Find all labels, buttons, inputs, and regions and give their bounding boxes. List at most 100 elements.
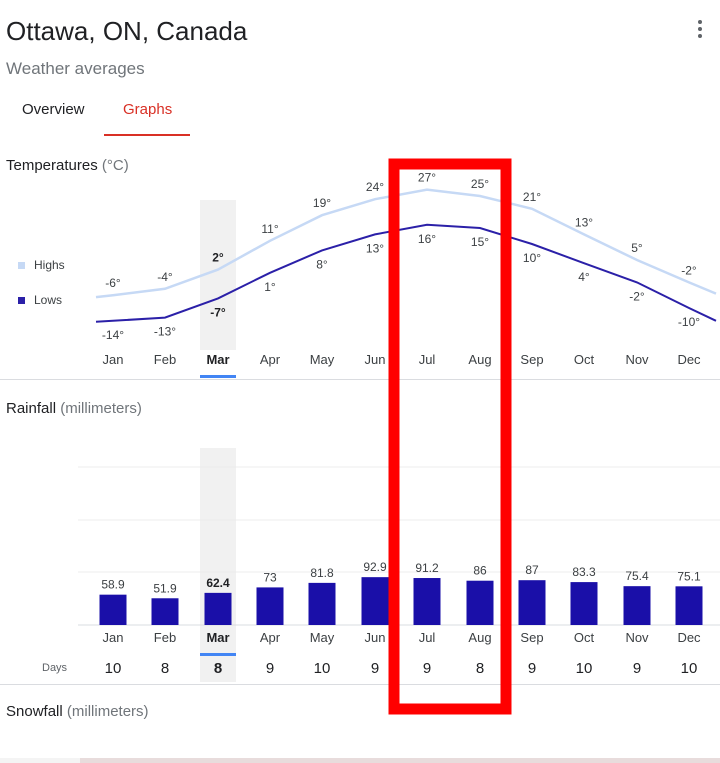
low-temp-label: 15°: [471, 235, 489, 249]
low-temp-label: 10°: [523, 251, 541, 265]
tab-overview[interactable]: Overview: [22, 101, 85, 118]
lows-line: [95, 223, 717, 323]
snowfall-heading: Snowfall (millimeters): [6, 703, 149, 720]
high-temp-label: 13°: [575, 215, 593, 229]
month-label: Mar: [206, 352, 229, 367]
legend-lows-label: Lows: [34, 293, 63, 307]
rain-days-value: 8: [214, 660, 222, 677]
rain-value-label: 73: [263, 570, 277, 584]
rain-bar: [623, 586, 651, 625]
snowfall-label: Snowfall: [6, 703, 63, 720]
low-temp-label: 16°: [418, 232, 436, 246]
month-label: Nov: [625, 352, 649, 367]
low-temp-label: 1°: [264, 280, 276, 294]
rain-bar: [518, 580, 546, 625]
more-vert-icon[interactable]: [690, 18, 710, 42]
rain-days-value: 10: [576, 660, 593, 677]
rain-value-label: 83.3: [572, 565, 596, 579]
snowfall-unit: (millimeters): [66, 703, 149, 720]
rain-days-value: 10: [314, 660, 331, 677]
selected-column-shade: [200, 448, 236, 682]
month-label: Sep: [520, 630, 543, 645]
month-label: May: [310, 630, 335, 645]
month-label: Apr: [260, 630, 281, 645]
highs-swatch: [18, 261, 25, 269]
days-label: Days: [42, 662, 68, 674]
rain-days-value: 10: [105, 660, 122, 677]
rain-value-label: 51.9: [153, 581, 177, 595]
tab-graphs[interactable]: Graphs: [123, 101, 173, 118]
rain-days-value: 9: [528, 660, 536, 677]
legend-highs-label: Highs: [34, 258, 65, 272]
rain-value-label: 75.1: [677, 569, 701, 583]
low-temp-label: -10°: [678, 315, 700, 329]
month-label: Feb: [154, 630, 176, 645]
temperature-chart: -6° -4° 2° 11° 19° 24° 27° 25° 21° 13° 5° -2° -14° -1…: [95, 171, 717, 378]
section-divider: [0, 684, 720, 685]
active-tab-indicator: [104, 134, 190, 136]
rain-days-value: 9: [266, 660, 274, 677]
high-temp-label: 21°: [523, 190, 541, 204]
selected-month-indicator: [200, 375, 236, 378]
high-temp-label: 25°: [471, 177, 489, 191]
rain-value-label: 91.2: [415, 561, 439, 575]
rain-value-label: 92.9: [363, 560, 387, 574]
temperatures-label: Temperatures: [6, 157, 98, 174]
rain-value-label: 87: [525, 563, 539, 577]
low-temp-label: -7°: [210, 305, 226, 319]
month-label: Jul: [419, 630, 436, 645]
rain-value-label: 81.8: [310, 566, 334, 580]
rain-bar: [204, 592, 232, 625]
high-temp-label: 19°: [313, 196, 331, 210]
month-label: Dec: [677, 352, 701, 367]
month-label: Jan: [103, 630, 124, 645]
rain-days-value: 8: [161, 660, 169, 677]
month-label: Oct: [574, 352, 595, 367]
rain-value-label: 75.4: [625, 569, 649, 583]
temperatures-unit: (°C): [101, 157, 129, 174]
temperatures-heading: Temperatures (°C): [6, 157, 129, 174]
bottom-strip-light: [0, 758, 80, 763]
high-temp-label: 27°: [418, 171, 436, 185]
month-label: Sep: [520, 352, 543, 367]
page-subtitle: Weather averages: [6, 59, 145, 78]
high-temp-label: -6°: [105, 276, 121, 290]
rain-days-value: 8: [476, 660, 484, 677]
month-label: Apr: [260, 352, 281, 367]
rainfall-heading: Rainfall (millimeters): [6, 400, 142, 417]
rain-bar: [570, 582, 598, 625]
high-temp-label: -4°: [157, 270, 173, 284]
selected-month-indicator: [200, 653, 236, 656]
high-temp-label: 5°: [631, 241, 643, 255]
month-label: Feb: [154, 352, 176, 367]
rain-value-label: 58.9: [101, 578, 125, 592]
rain-bar: [413, 578, 441, 625]
rain-bar: [675, 586, 703, 625]
month-label: Dec: [677, 630, 701, 645]
month-label: May: [310, 352, 335, 367]
high-temp-label: 2°: [212, 251, 224, 265]
month-label: Aug: [468, 630, 491, 645]
month-label: Jun: [365, 630, 386, 645]
low-temp-label: 4°: [578, 270, 590, 284]
month-label: Jun: [365, 352, 386, 367]
page-title: Ottawa, ON, Canada: [6, 16, 248, 46]
rainfall-unit: (millimeters): [60, 400, 142, 417]
legend-highs: Highs: [18, 258, 65, 272]
high-temp-label: 11°: [261, 222, 278, 236]
rain-bar: [99, 594, 127, 625]
rain-value-label: 62.4: [206, 576, 230, 590]
month-label: Jul: [419, 352, 436, 367]
rain-days-value: 9: [633, 660, 641, 677]
month-label: Aug: [468, 352, 491, 367]
rain-bar: [361, 577, 389, 625]
rain-bar: [308, 582, 336, 625]
month-label: Oct: [574, 630, 595, 645]
lows-swatch: [18, 296, 25, 304]
rain-bar: [151, 598, 179, 625]
low-temp-label: -13°: [154, 325, 176, 339]
highs-line: [95, 188, 717, 299]
rainfall-label: Rainfall: [6, 400, 57, 417]
low-temp-label: 13°: [366, 241, 384, 255]
bottom-strip: [0, 758, 720, 763]
